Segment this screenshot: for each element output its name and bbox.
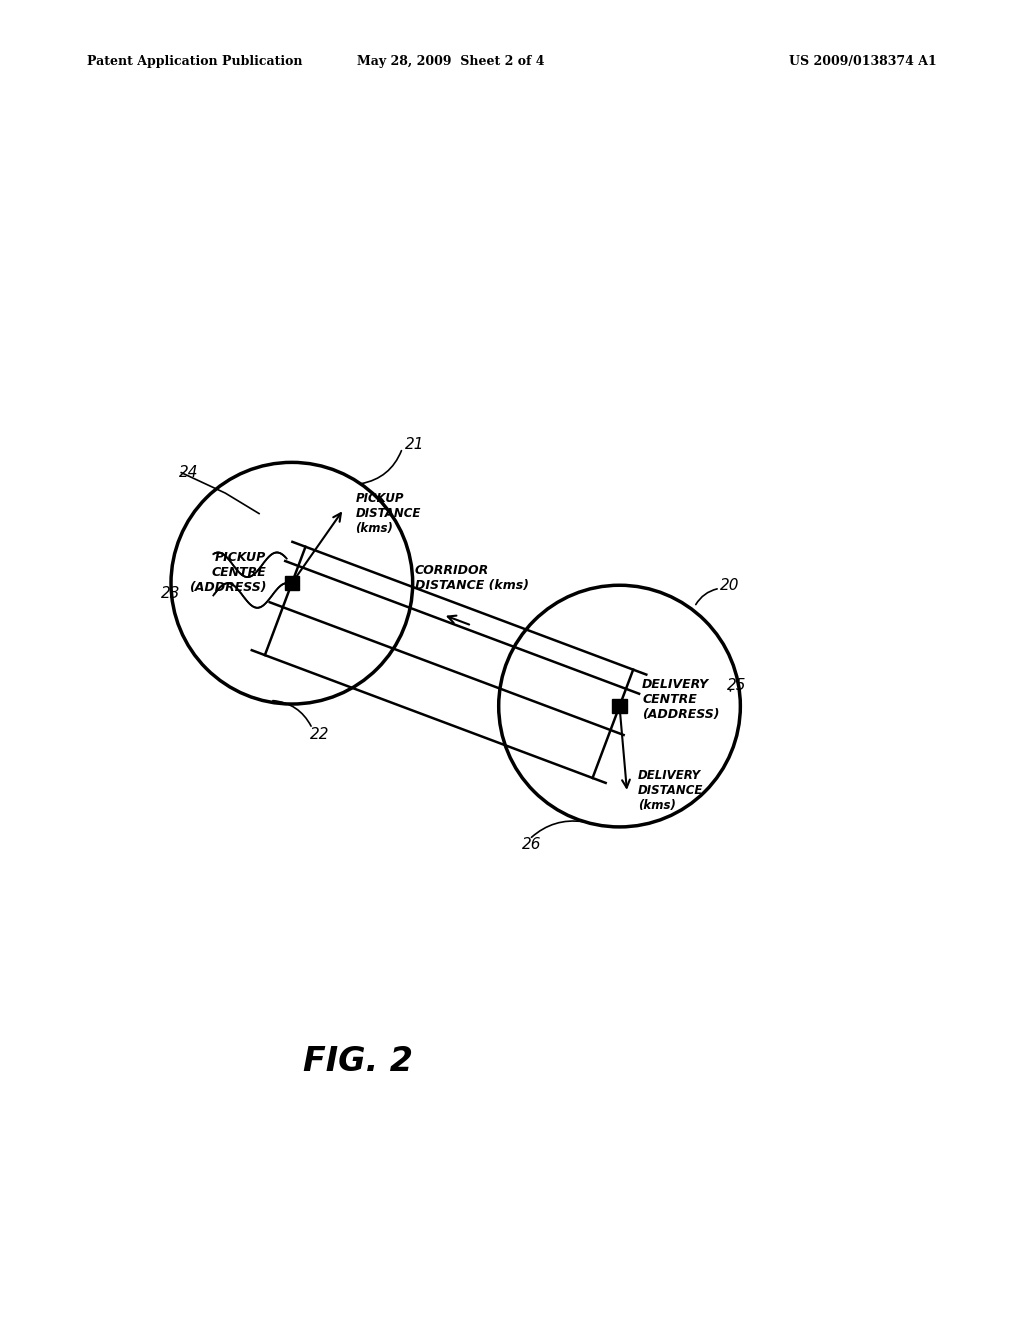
Text: 23: 23 [161,586,180,601]
Bar [285,576,299,590]
Text: 21: 21 [404,437,424,453]
Text: PICKUP
DISTANCE
(kms): PICKUP DISTANCE (kms) [355,492,421,535]
Text: 22: 22 [310,727,330,742]
Text: US 2009/0138374 A1: US 2009/0138374 A1 [790,55,937,69]
Text: PICKUP
CENTRE
(ADDRESS): PICKUP CENTRE (ADDRESS) [188,552,266,594]
Text: CORRIDOR
DISTANCE (kms): CORRIDOR DISTANCE (kms) [415,564,528,593]
Text: 20: 20 [720,578,739,593]
Text: FIG. 2: FIG. 2 [303,1045,414,1078]
Text: DELIVERY
CENTRE
(ADDRESS): DELIVERY CENTRE (ADDRESS) [642,678,720,722]
Text: 26: 26 [522,837,542,851]
Text: May 28, 2009  Sheet 2 of 4: May 28, 2009 Sheet 2 of 4 [356,55,545,69]
Text: 25: 25 [727,678,746,693]
Bar [612,698,627,713]
Text: 24: 24 [179,465,199,480]
Text: DELIVERY
DISTANCE
(kms): DELIVERY DISTANCE (kms) [638,768,703,812]
Text: Patent Application Publication: Patent Application Publication [87,55,302,69]
